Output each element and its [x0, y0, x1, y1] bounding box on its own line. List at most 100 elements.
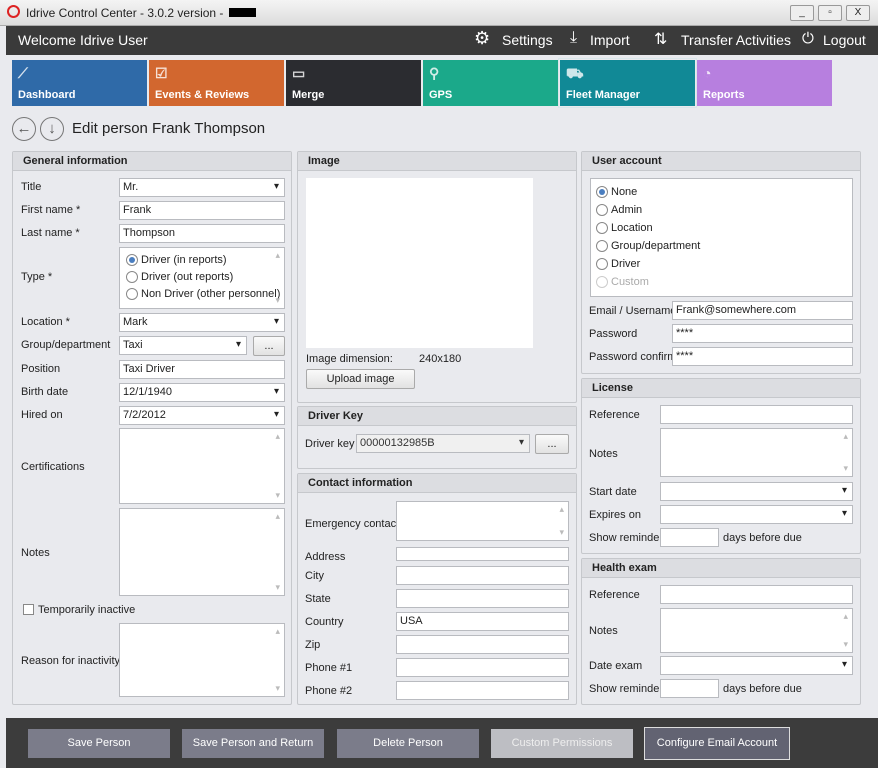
- address-input[interactable]: [396, 547, 569, 561]
- driver-key-panel: Driver Key Driver key 00000132985B ...: [297, 406, 577, 469]
- hired-on-picker[interactable]: 7/2/2012: [119, 406, 285, 425]
- logout-link[interactable]: Logout: [823, 32, 866, 48]
- delete-person-button[interactable]: Delete Person: [337, 729, 479, 758]
- health-reference-input[interactable]: [660, 585, 853, 604]
- user-account-panel: User account None Admin Location Group/d…: [581, 151, 861, 374]
- password-input[interactable]: ****: [672, 324, 853, 343]
- birth-date-label: Birth date: [21, 386, 69, 398]
- minimize-button[interactable]: _: [790, 5, 814, 21]
- driver-key-more-button[interactable]: ...: [535, 434, 569, 454]
- inactive-label[interactable]: Temporarily inactive: [38, 604, 136, 616]
- inactive-checkbox[interactable]: [23, 604, 34, 615]
- health-notes-textarea[interactable]: [660, 608, 853, 653]
- last-name-input[interactable]: Thompson: [119, 224, 285, 243]
- role-radio-group[interactable]: Group/department: [596, 240, 700, 252]
- reason-label: Reason for inactivity: [21, 655, 121, 667]
- first-name-input[interactable]: Frank: [119, 201, 285, 220]
- configure-email-button[interactable]: Configure Email Account: [644, 727, 790, 760]
- tile-gps[interactable]: ⚲ GPS: [423, 60, 558, 106]
- title-select[interactable]: Mr.: [119, 178, 285, 197]
- role-radio-admin[interactable]: Admin: [596, 204, 642, 216]
- import-link[interactable]: Import: [590, 32, 630, 48]
- password-label: Password: [589, 328, 638, 340]
- emergency-contact-textarea[interactable]: [396, 501, 569, 541]
- hired-on-label: Hired on: [21, 409, 63, 421]
- start-date-label: Start date: [589, 486, 637, 498]
- notes-textarea[interactable]: [119, 508, 285, 596]
- start-date-picker[interactable]: [660, 482, 853, 501]
- phone-1-label: Phone #1: [305, 662, 353, 674]
- type-radio-non-driver[interactable]: Non Driver (other personnel): [126, 288, 280, 300]
- panel-heading: License: [582, 379, 860, 398]
- transfer-activities-link[interactable]: Transfer Activities: [681, 32, 791, 48]
- redacted-version: [229, 8, 256, 17]
- chart-icon: ⟋: [18, 65, 28, 81]
- tile-dashboard[interactable]: ⟋ Dashboard: [12, 60, 147, 106]
- role-radio-custom: Custom: [596, 276, 649, 288]
- panel-heading: Contact information: [298, 474, 576, 493]
- maximize-button[interactable]: ▫: [818, 5, 842, 21]
- license-reference-input[interactable]: [660, 405, 853, 424]
- tile-reports[interactable]: ◔ Reports: [697, 60, 832, 106]
- phone-2-input[interactable]: [396, 681, 569, 700]
- tile-label: Fleet Manager: [566, 89, 640, 101]
- state-label: State: [305, 593, 331, 605]
- settings-link[interactable]: Settings: [502, 32, 553, 48]
- image-dimension-label: Image dimension:: [306, 353, 393, 365]
- tile-merge[interactable]: ▭ Merge: [286, 60, 421, 106]
- general-information-panel: General information Title Mr. First name…: [12, 151, 292, 705]
- birth-date-picker[interactable]: 12/1/1940: [119, 383, 285, 402]
- group-select[interactable]: Taxi: [119, 336, 247, 355]
- window-title: Idrive Control Center - 3.0.2 version -: [26, 6, 224, 20]
- license-notes-textarea[interactable]: [660, 428, 853, 477]
- license-notes-label: Notes: [589, 448, 618, 460]
- app-logo-icon: [7, 5, 20, 18]
- state-input[interactable]: [396, 589, 569, 608]
- person-image: [306, 178, 533, 348]
- city-input[interactable]: [396, 566, 569, 585]
- custom-permissions-button: Custom Permissions: [491, 729, 633, 758]
- expires-on-picker[interactable]: [660, 505, 853, 524]
- license-reminder-input[interactable]: [660, 528, 719, 547]
- reason-textarea[interactable]: [119, 623, 285, 697]
- down-arrow-icon[interactable]: ↓: [40, 117, 64, 141]
- save-and-return-button[interactable]: Save Person and Return: [182, 729, 324, 758]
- role-radio-location[interactable]: Location: [596, 222, 653, 234]
- close-button[interactable]: X: [846, 5, 870, 21]
- group-label: Group/department: [21, 339, 111, 351]
- password-confirm-input[interactable]: ****: [672, 347, 853, 366]
- date-exam-picker[interactable]: [660, 656, 853, 675]
- top-header: Welcome Idrive User ⚙ Settings ⤓ Import …: [6, 26, 878, 55]
- health-exam-panel: Health exam Reference Notes Date exam Sh…: [581, 558, 861, 705]
- upload-image-button[interactable]: Upload image: [306, 369, 415, 389]
- back-arrow-icon[interactable]: ←: [12, 117, 36, 141]
- role-radio-none[interactable]: None: [596, 186, 637, 198]
- position-input[interactable]: Taxi Driver: [119, 360, 285, 379]
- welcome-text: Welcome Idrive User: [18, 32, 148, 48]
- role-radio-driver[interactable]: Driver: [596, 258, 640, 270]
- image-panel: Image Image dimension: 240x180 Upload im…: [297, 151, 577, 403]
- phone-1-input[interactable]: [396, 658, 569, 677]
- tile-label: Merge: [292, 89, 325, 101]
- download-icon: ⤓: [570, 29, 578, 46]
- emergency-contact-label: Emergency contact: [305, 518, 400, 530]
- type-radio-driver-out[interactable]: Driver (out reports): [126, 271, 233, 283]
- health-reminder-input[interactable]: [660, 679, 719, 698]
- driver-key-select[interactable]: 00000132985B: [356, 434, 530, 453]
- country-input[interactable]: USA: [396, 612, 569, 631]
- tile-events-reviews[interactable]: ☑ Events & Reviews: [149, 60, 284, 106]
- date-exam-label: Date exam: [589, 660, 643, 672]
- type-radio-driver-in[interactable]: Driver (in reports): [126, 254, 227, 266]
- image-dimension-value: 240x180: [419, 353, 462, 365]
- type-label: Type *: [21, 271, 53, 283]
- page-title: Edit person Frank Thompson: [72, 120, 266, 137]
- location-select[interactable]: Mark: [119, 313, 285, 332]
- save-person-button[interactable]: Save Person: [28, 729, 170, 758]
- vehicles-icon: ⛟: [566, 65, 584, 81]
- panel-heading: Driver Key: [298, 407, 576, 426]
- group-more-button[interactable]: ...: [253, 336, 285, 356]
- certifications-textarea[interactable]: [119, 428, 285, 504]
- zip-input[interactable]: [396, 635, 569, 654]
- email-input[interactable]: Frank@somewhere.com: [672, 301, 853, 320]
- tile-fleet-manager[interactable]: ⛟ Fleet Manager: [558, 58, 697, 108]
